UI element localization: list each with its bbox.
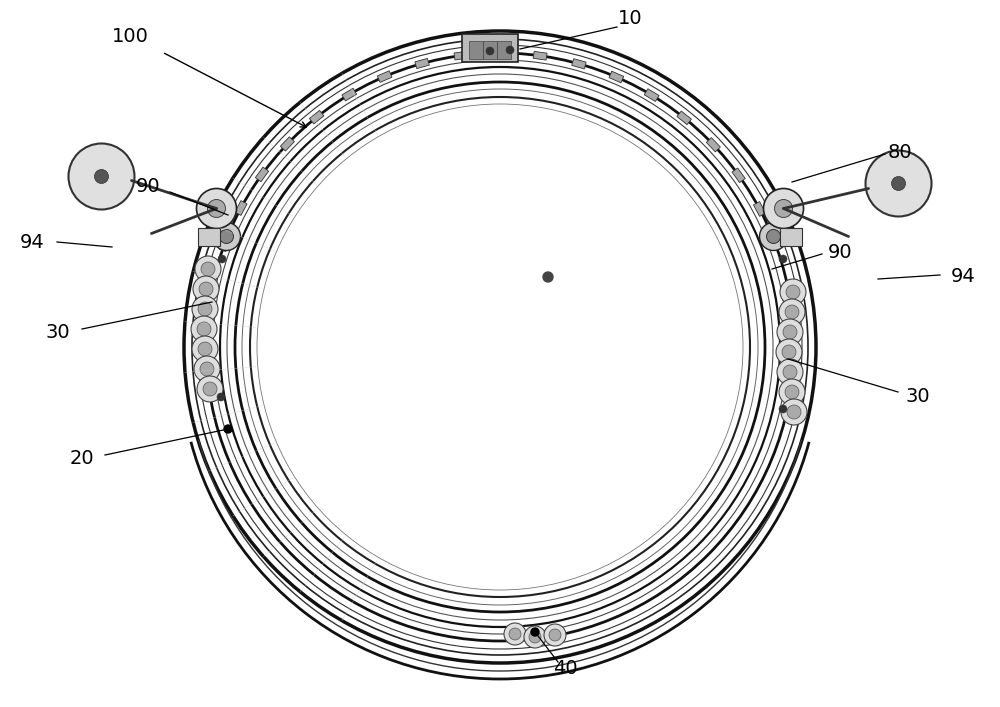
Circle shape (780, 279, 806, 305)
Text: 90: 90 (136, 177, 160, 197)
Circle shape (779, 379, 805, 405)
Text: 10: 10 (618, 9, 642, 28)
Text: 30: 30 (46, 322, 70, 341)
Circle shape (192, 296, 218, 322)
Bar (342, 88, 357, 101)
Circle shape (764, 189, 804, 228)
Circle shape (509, 628, 521, 640)
Circle shape (524, 626, 546, 648)
Circle shape (776, 339, 802, 365)
Bar (732, 168, 745, 182)
Circle shape (531, 628, 539, 636)
Bar (235, 201, 247, 216)
Circle shape (196, 189, 236, 228)
Circle shape (779, 255, 787, 263)
Circle shape (549, 629, 561, 641)
Text: 94: 94 (951, 267, 975, 286)
Circle shape (866, 151, 932, 216)
Circle shape (529, 631, 541, 643)
Text: 94: 94 (20, 233, 44, 252)
Bar (780, 228, 802, 247)
Bar (753, 201, 766, 216)
Bar (454, 52, 468, 60)
Bar (198, 228, 220, 247)
Circle shape (197, 376, 223, 402)
Bar (280, 137, 294, 151)
Circle shape (504, 623, 526, 645)
Circle shape (785, 305, 799, 319)
Circle shape (195, 256, 221, 282)
Circle shape (782, 345, 796, 359)
Bar (706, 138, 720, 152)
Circle shape (781, 399, 807, 425)
Circle shape (892, 177, 906, 190)
Circle shape (787, 405, 801, 419)
Circle shape (198, 342, 212, 356)
Circle shape (212, 223, 240, 250)
Circle shape (544, 624, 566, 646)
Circle shape (783, 365, 797, 379)
Circle shape (201, 262, 215, 276)
Circle shape (217, 393, 225, 401)
Bar (377, 71, 392, 82)
Circle shape (785, 385, 799, 399)
Bar (677, 111, 691, 124)
Circle shape (486, 47, 494, 55)
Bar (415, 59, 429, 69)
Text: 20: 20 (70, 450, 94, 469)
Circle shape (775, 199, 793, 218)
Bar (533, 52, 547, 60)
Circle shape (191, 316, 217, 342)
Circle shape (194, 356, 220, 382)
Bar (219, 237, 230, 252)
Circle shape (218, 255, 226, 263)
Circle shape (506, 46, 514, 54)
Text: 40: 40 (553, 660, 577, 679)
Bar (255, 167, 269, 182)
Circle shape (786, 285, 800, 299)
Circle shape (767, 230, 781, 243)
Bar (309, 110, 324, 124)
Circle shape (203, 382, 217, 396)
Circle shape (207, 199, 225, 218)
Bar (644, 89, 659, 102)
Circle shape (68, 144, 134, 209)
Circle shape (219, 230, 233, 243)
Circle shape (760, 223, 788, 250)
Circle shape (779, 299, 805, 325)
Circle shape (198, 302, 212, 316)
Circle shape (777, 319, 803, 345)
Circle shape (779, 405, 787, 413)
Bar (483, 41, 497, 59)
Circle shape (193, 276, 219, 302)
Circle shape (199, 282, 213, 296)
Circle shape (783, 325, 797, 339)
Bar (497, 41, 511, 59)
Circle shape (94, 170, 108, 184)
Bar (609, 71, 624, 83)
Circle shape (197, 322, 211, 336)
Text: 80: 80 (888, 143, 912, 161)
Circle shape (200, 362, 214, 376)
Bar (203, 315, 211, 328)
Circle shape (777, 359, 803, 385)
Text: 100: 100 (112, 28, 148, 47)
Bar (462, 34, 518, 62)
Bar (469, 41, 483, 59)
Circle shape (192, 336, 218, 362)
Text: 90: 90 (828, 243, 852, 262)
Bar (208, 275, 218, 289)
Bar (572, 59, 586, 69)
Bar (494, 49, 507, 57)
Text: 30: 30 (906, 387, 930, 407)
Circle shape (224, 425, 232, 433)
Circle shape (543, 272, 553, 282)
